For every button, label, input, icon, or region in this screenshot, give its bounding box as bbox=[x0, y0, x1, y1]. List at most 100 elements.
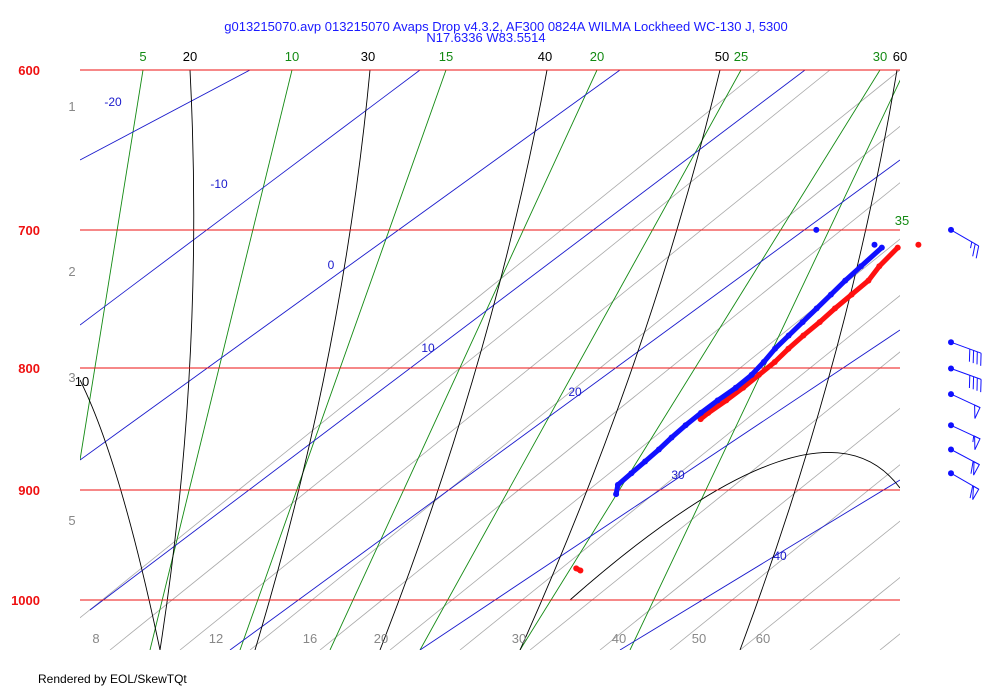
dry-adiabat-line bbox=[159, 70, 195, 650]
dry-adiabat-label: 20 bbox=[183, 49, 197, 64]
moist-adiabat-line bbox=[389, 238, 900, 650]
profile-point bbox=[740, 384, 747, 391]
profile-point bbox=[876, 263, 883, 270]
mixing-ratio-label: 30 bbox=[873, 49, 887, 64]
profile-point bbox=[748, 371, 755, 378]
profile-point bbox=[772, 345, 778, 352]
wind-barb-half-feather bbox=[972, 435, 975, 443]
profile-point bbox=[698, 409, 704, 416]
isotherm-line bbox=[619, 479, 900, 650]
dry-adiabat-line bbox=[569, 451, 900, 601]
dry-adiabat-label: 40 bbox=[538, 49, 552, 64]
profile-point bbox=[894, 244, 901, 251]
profile-point bbox=[827, 291, 834, 298]
isotherm-line bbox=[80, 70, 421, 326]
pressure-tick-label: 900 bbox=[18, 483, 40, 498]
moist-adiabat-line bbox=[459, 295, 900, 650]
moist-adiabat-line bbox=[109, 70, 831, 650]
wind-barb-staff bbox=[950, 368, 982, 380]
profile-point bbox=[915, 241, 922, 248]
wind-barb-staff bbox=[950, 341, 982, 354]
profile-point bbox=[813, 305, 820, 312]
profile-point bbox=[668, 434, 675, 441]
profile-point bbox=[813, 226, 820, 233]
mixing-ratio-line bbox=[329, 70, 598, 650]
mixing-ratio-label: 5 bbox=[139, 49, 146, 64]
mixing-ratio-label: 15 bbox=[439, 49, 453, 64]
wind-barb-feather bbox=[975, 245, 980, 259]
moist-adiabat-line bbox=[739, 520, 900, 650]
wind-barb-half-feather bbox=[970, 241, 973, 249]
isotherm-label: 30 bbox=[671, 468, 685, 482]
bottom-axis-label: 8 bbox=[92, 631, 99, 646]
profile-trace bbox=[613, 245, 885, 497]
isotherm-label: -10 bbox=[210, 177, 228, 191]
profile-point bbox=[577, 567, 584, 574]
mixing-ratio-label: 20 bbox=[590, 49, 604, 64]
profile-point bbox=[755, 371, 762, 378]
mixing-ratio-line bbox=[419, 70, 742, 650]
moist-adiabat-line bbox=[529, 351, 900, 650]
footer-credit: Rendered by EOL/SkewTQt bbox=[38, 672, 187, 686]
dry-adiabat-label: 30 bbox=[361, 49, 375, 64]
profile-point bbox=[799, 319, 806, 326]
profile-point bbox=[816, 319, 823, 326]
left-axis-label: 2 bbox=[68, 264, 75, 279]
isotherm-label: 20 bbox=[568, 385, 582, 399]
left-axis-label: 3 bbox=[68, 370, 75, 385]
dry-adiabat-line bbox=[254, 70, 371, 650]
pressure-tick-label: 800 bbox=[18, 361, 40, 376]
profile-point bbox=[865, 277, 872, 284]
bottom-axis-label: 50 bbox=[692, 631, 706, 646]
dry-adiabat-line bbox=[80, 379, 161, 650]
isotherm-label: -20 bbox=[104, 95, 122, 109]
wind-barb-feather bbox=[972, 243, 976, 257]
profile-point bbox=[858, 263, 864, 270]
pressure-tick-label: 1000 bbox=[11, 593, 40, 608]
bottom-axis-label: 12 bbox=[209, 631, 223, 646]
profile-point bbox=[878, 244, 885, 251]
dry-adiabat-label: 50 bbox=[715, 49, 729, 64]
bottom-axis-label: 40 bbox=[612, 631, 626, 646]
moist-adiabat-line bbox=[669, 464, 900, 650]
profile-point bbox=[628, 470, 635, 477]
profile-point bbox=[613, 491, 620, 498]
profile-point bbox=[723, 397, 730, 404]
chart-title: g013215070.avp 013215070 Avaps Drop v4.3… bbox=[224, 19, 788, 34]
isotherm-line bbox=[80, 70, 251, 161]
dry-adiabat-label: 60 bbox=[893, 49, 907, 64]
dry-adiabat-line bbox=[739, 70, 898, 650]
profile-point bbox=[842, 277, 849, 284]
isotherm-label: 10 bbox=[421, 341, 435, 355]
mixing-ratio-label: 35 bbox=[895, 213, 909, 228]
profile-point bbox=[655, 446, 662, 453]
pressure-tick-label: 700 bbox=[18, 223, 40, 238]
profile-point bbox=[760, 359, 767, 365]
profile-trace bbox=[698, 245, 901, 422]
mixing-ratio-line bbox=[519, 70, 881, 650]
profile-point bbox=[771, 359, 778, 365]
wind-barb-flag bbox=[972, 485, 980, 500]
profile-point bbox=[732, 384, 739, 391]
moist-adiabat-line bbox=[879, 633, 900, 650]
wind-barb-feather bbox=[969, 485, 974, 499]
dry-adiabat-line bbox=[379, 70, 548, 650]
profile-point bbox=[714, 397, 721, 404]
moist-adiabat-line bbox=[319, 182, 900, 650]
profile-point bbox=[682, 422, 689, 429]
left-axis-label: 5 bbox=[68, 513, 75, 528]
profile-point bbox=[848, 291, 855, 298]
profile-point bbox=[800, 332, 807, 339]
profile-point bbox=[785, 332, 792, 339]
pressure-tick-label: 600 bbox=[18, 63, 40, 78]
left-axis-label: 1 bbox=[68, 99, 75, 114]
wind-barb-flag bbox=[973, 460, 980, 476]
isotherm-line bbox=[89, 70, 806, 611]
wind-barb-flag bbox=[974, 435, 981, 450]
moist-adiabat-line bbox=[809, 576, 900, 650]
isotherm-label: 0 bbox=[328, 258, 335, 272]
isotherm-line bbox=[229, 159, 900, 650]
bottom-axis-label: 16 bbox=[303, 631, 317, 646]
wind-barb-feather bbox=[970, 461, 974, 474]
